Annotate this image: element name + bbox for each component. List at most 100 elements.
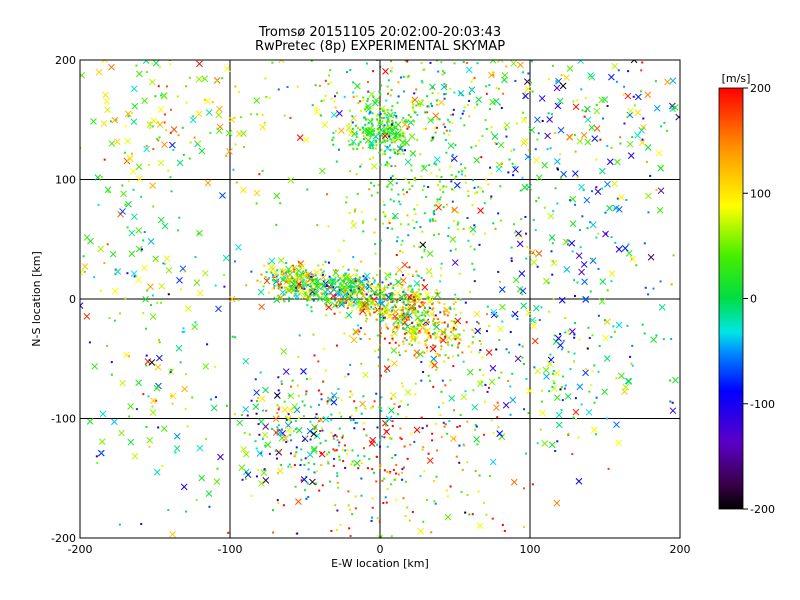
data-point-cross xyxy=(575,252,583,260)
data-point-cross xyxy=(387,111,394,119)
cross-stroke xyxy=(160,92,168,100)
data-point-cross xyxy=(427,116,434,124)
cross-stroke xyxy=(83,234,91,241)
data-point-dot xyxy=(182,327,185,330)
data-point-dot xyxy=(412,311,415,314)
cross-stroke xyxy=(100,120,108,127)
data-point-dot xyxy=(195,53,197,55)
data-point-cross xyxy=(262,477,270,484)
data-point-cross xyxy=(169,141,176,149)
data-point-cross xyxy=(149,313,157,321)
data-point-dot xyxy=(449,307,452,310)
data-point-dot xyxy=(560,74,563,77)
cross-stroke xyxy=(152,255,160,263)
data-point-dot xyxy=(330,529,333,532)
data-point-dot xyxy=(416,324,419,327)
data-point-dot xyxy=(285,291,288,294)
data-point-dot xyxy=(502,92,505,95)
data-point-cross xyxy=(391,330,399,337)
data-point-dot xyxy=(368,458,371,461)
data-point-cross xyxy=(524,153,532,161)
cross-stroke xyxy=(135,70,143,78)
cross-stroke xyxy=(300,368,307,375)
data-point-dot xyxy=(422,279,425,282)
data-point-cross xyxy=(598,298,606,305)
data-point-dot xyxy=(401,308,404,311)
data-point-dot xyxy=(501,523,504,526)
data-point-dot xyxy=(530,60,533,63)
cross-stroke xyxy=(569,220,577,228)
data-point-dot xyxy=(359,309,362,312)
cross-stroke xyxy=(473,435,480,443)
data-point-dot xyxy=(323,279,326,282)
data-point-dot xyxy=(357,144,360,147)
data-point-cross xyxy=(457,89,465,97)
data-point-cross xyxy=(222,254,230,262)
data-point-dot xyxy=(370,299,373,302)
data-point-dot xyxy=(322,270,325,273)
data-point-dot xyxy=(381,122,384,125)
data-point-dot xyxy=(458,272,461,275)
data-point-dot xyxy=(552,209,555,212)
data-point-dot xyxy=(488,84,491,87)
data-point-dot xyxy=(381,479,384,482)
data-point-cross xyxy=(293,406,301,414)
data-point-cross xyxy=(498,286,506,293)
data-point-dot xyxy=(412,109,415,112)
data-point-dot xyxy=(547,112,550,115)
cross-stroke xyxy=(608,270,616,277)
data-point-dot xyxy=(591,334,594,337)
data-point-dot xyxy=(191,115,194,118)
data-point-cross xyxy=(554,158,561,165)
data-point-dot xyxy=(197,232,200,235)
data-point-dot xyxy=(551,113,554,116)
data-point-dot xyxy=(351,143,354,146)
cross-stroke xyxy=(302,271,310,279)
data-point-dot xyxy=(457,170,460,173)
cross-stroke xyxy=(120,190,127,198)
data-point-dot xyxy=(302,285,305,288)
data-point-cross xyxy=(131,102,139,110)
data-point-dot xyxy=(356,135,359,138)
data-point-dot xyxy=(506,50,508,52)
data-point-dot xyxy=(421,448,424,451)
x-tick-label: 100 xyxy=(520,543,541,556)
data-point-dot xyxy=(446,118,449,121)
data-point-cross xyxy=(584,116,592,124)
data-point-dot xyxy=(355,409,358,412)
data-point-dot xyxy=(329,69,332,72)
data-point-dot xyxy=(449,87,452,90)
cross-stroke xyxy=(655,149,663,157)
data-point-dot xyxy=(473,268,476,271)
data-point-dot xyxy=(473,224,476,227)
data-point-dot xyxy=(316,224,319,227)
data-point-dot xyxy=(367,290,370,293)
data-point-dot xyxy=(145,426,148,429)
data-point-dot xyxy=(556,202,559,205)
data-point-cross xyxy=(273,296,281,304)
data-point-dot xyxy=(484,383,487,386)
data-point-dot xyxy=(127,115,130,118)
data-point-dot xyxy=(474,192,477,195)
data-point-cross xyxy=(613,421,620,428)
data-point-dot xyxy=(390,483,393,486)
cross-stroke xyxy=(624,377,632,385)
y-tick-label: -200 xyxy=(51,532,76,545)
data-point-dot xyxy=(323,282,326,285)
data-point-dot xyxy=(598,345,601,348)
cross-stroke xyxy=(268,257,276,265)
data-point-dot xyxy=(326,460,329,463)
cross-stroke xyxy=(332,269,340,277)
cross-stroke xyxy=(594,188,602,195)
data-point-dot xyxy=(443,303,446,306)
data-point-cross xyxy=(546,360,554,368)
cross-stroke xyxy=(285,265,292,273)
cross-stroke xyxy=(318,167,326,175)
data-point-dot xyxy=(428,333,431,336)
data-point-dot xyxy=(434,422,437,425)
data-point-dot xyxy=(386,488,389,491)
data-point-dot xyxy=(629,355,632,358)
data-point-dot xyxy=(186,425,189,428)
data-point-dot xyxy=(470,351,473,354)
data-point-dot xyxy=(297,356,300,359)
